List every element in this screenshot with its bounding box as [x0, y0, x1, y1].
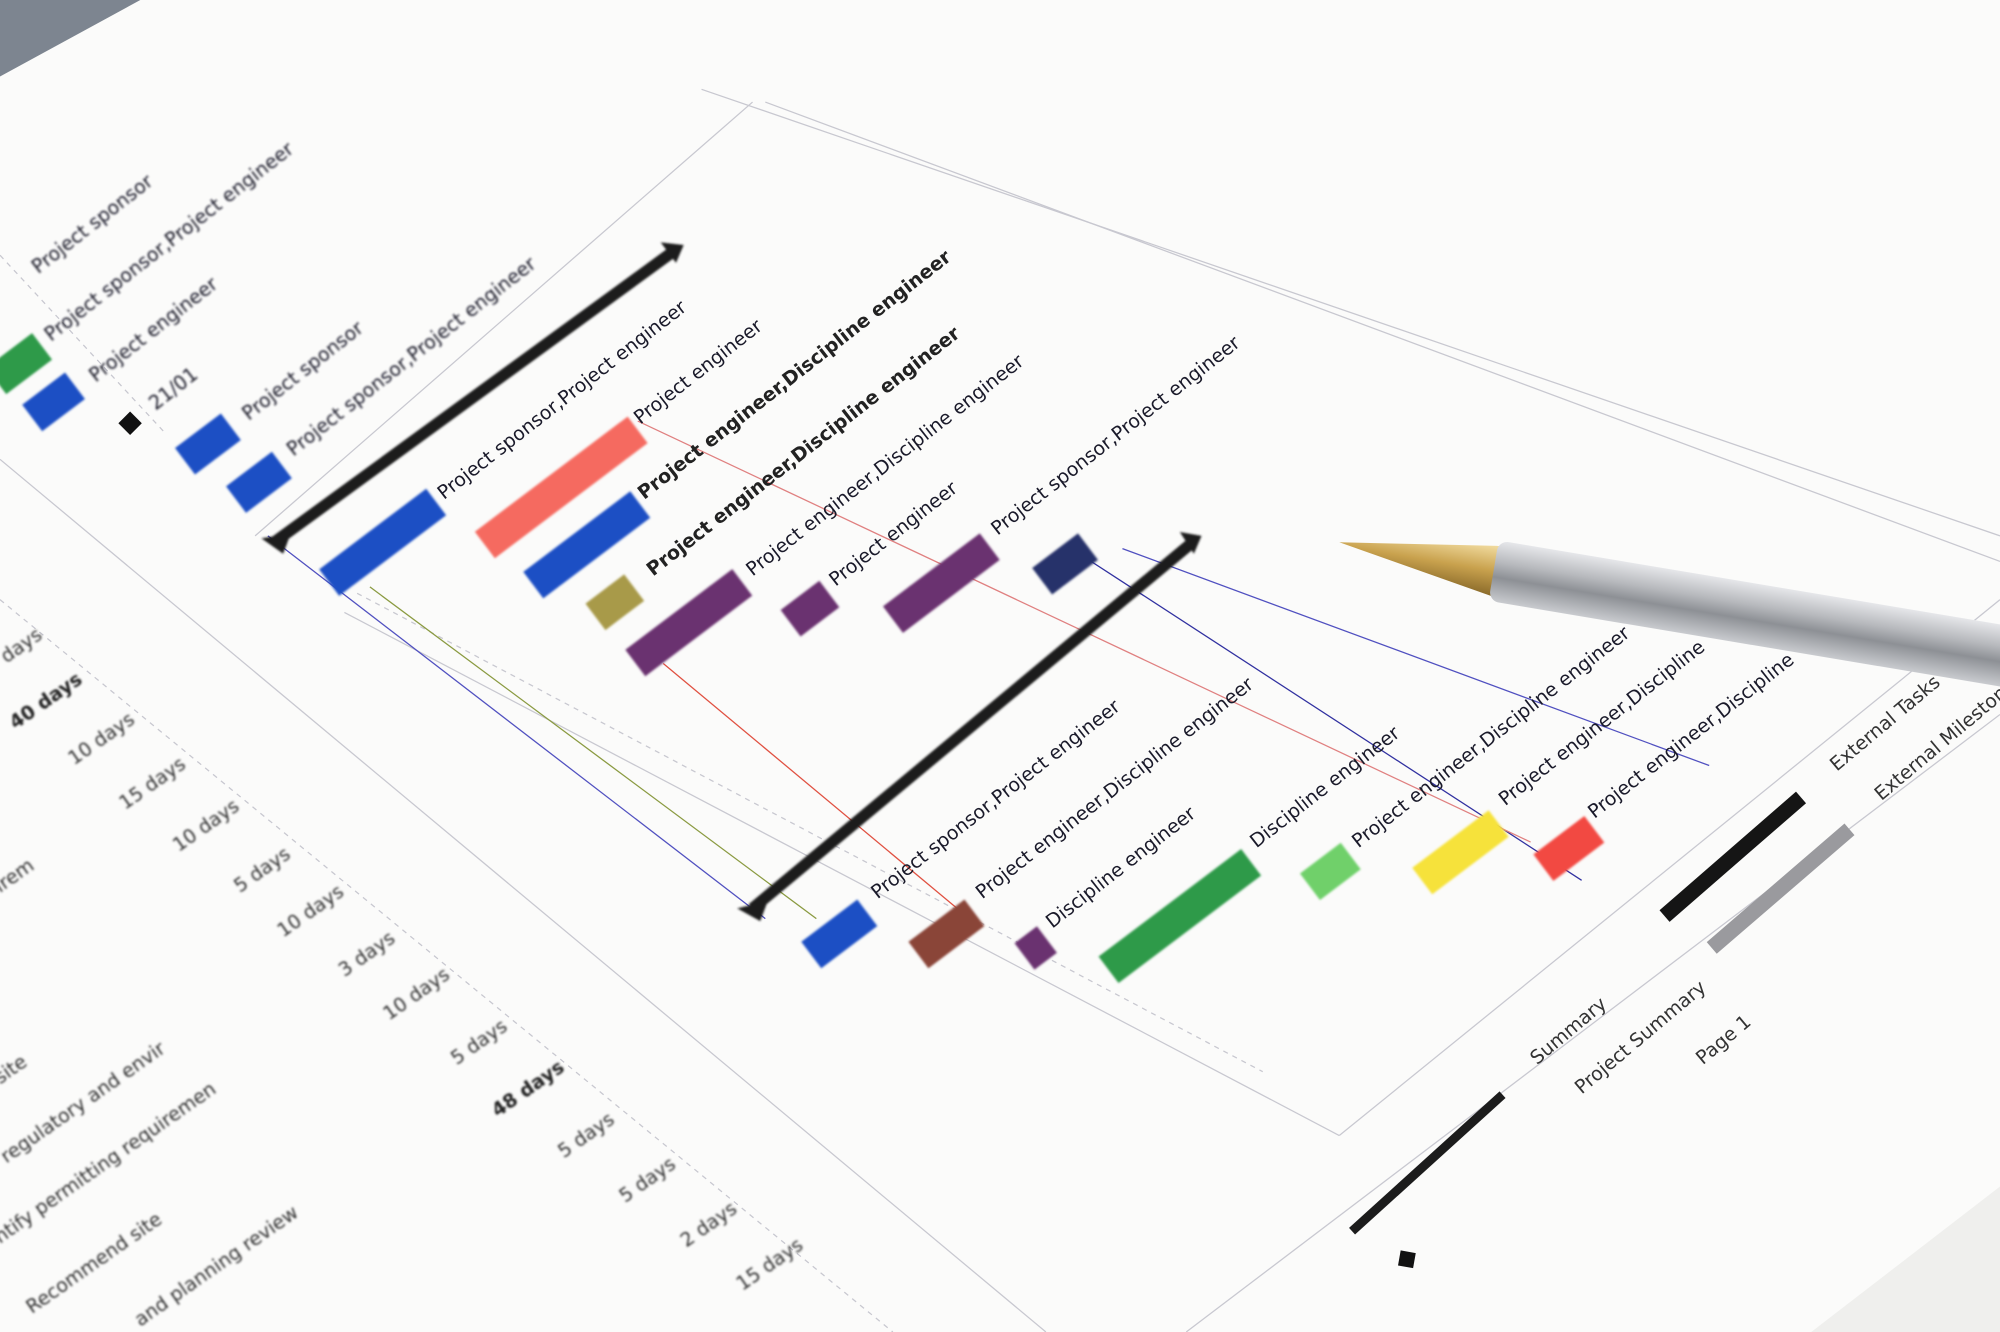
task-bar-blue	[801, 899, 878, 969]
task-bar-purple	[780, 580, 840, 637]
task-bar-green	[1098, 849, 1262, 984]
legend-milestone-swatch	[1398, 1250, 1416, 1269]
ballpoint-pen	[1339, 542, 2000, 688]
task-bar-purple	[882, 533, 1000, 633]
task-bar-navy	[1032, 533, 1098, 595]
task-bar-blue	[22, 372, 85, 432]
pen-tip	[1339, 542, 1501, 597]
legend-project-summary-swatch	[1659, 791, 1807, 922]
task-bar-blue	[523, 491, 651, 599]
task-bar-blue	[226, 451, 292, 513]
task-bar-light-green	[1300, 842, 1361, 901]
task-bar-blue	[319, 488, 447, 596]
summary-bar	[270, 246, 677, 547]
summary-end-marker	[660, 242, 684, 263]
pen-barrel	[1490, 542, 2000, 688]
legend-summary-swatch	[1349, 1091, 1506, 1235]
summary-end-marker	[737, 900, 768, 922]
grid-lines	[0, 88, 2000, 1332]
task-bar-olive	[585, 574, 645, 631]
summary-end-marker	[261, 533, 291, 554]
task-bar-yellow	[1412, 810, 1509, 895]
legend-external-tasks-swatch	[1706, 823, 1855, 954]
task-bar-blue	[175, 413, 241, 475]
summary-bars	[261, 242, 1202, 922]
task-bars	[0, 333, 1605, 984]
summary-end-marker	[1179, 532, 1202, 554]
task-bar-salmon	[474, 416, 648, 559]
task-bar-purple	[1014, 926, 1057, 970]
task-bar-red	[1533, 816, 1605, 881]
desk-bottom-right	[1811, 1186, 2000, 1332]
summary-bar	[748, 537, 1197, 913]
desk-corner	[0, 0, 141, 77]
task-bar-purple	[625, 569, 753, 677]
task-bar-brown	[908, 899, 985, 969]
task-bar-green	[0, 333, 53, 395]
